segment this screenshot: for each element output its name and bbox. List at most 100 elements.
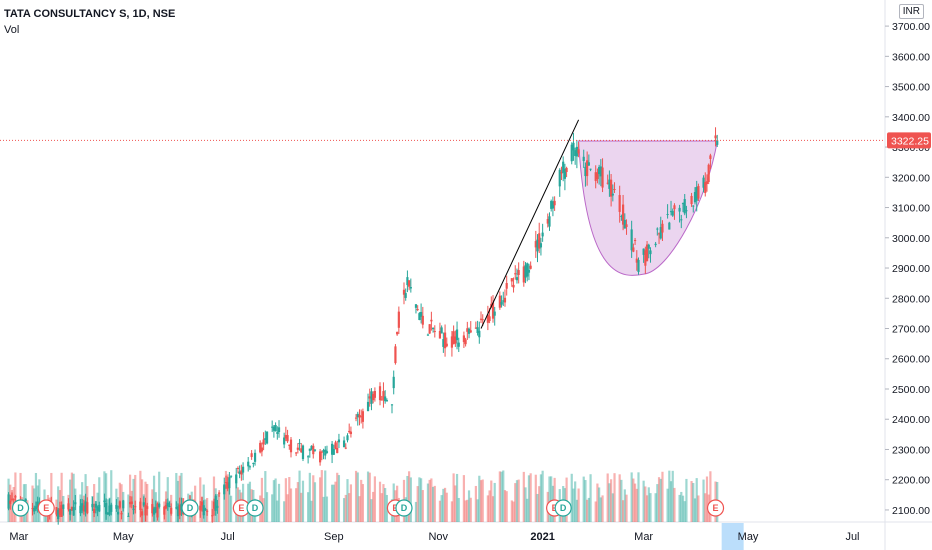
candle-body (180, 503, 183, 511)
volume-bar (493, 482, 496, 522)
candle-body (360, 416, 363, 418)
candle-body (649, 250, 652, 255)
candle-body (502, 300, 505, 302)
volume-bar (539, 474, 543, 522)
volume-bar (455, 473, 459, 522)
volume-bar (464, 500, 467, 522)
volume-bar (635, 488, 638, 522)
candle-body (72, 507, 75, 516)
candle-body (517, 270, 520, 275)
candle-body (575, 146, 578, 157)
volume-bar (320, 470, 323, 522)
volume-bar (514, 483, 517, 522)
volume-bar (469, 497, 472, 522)
time-axis[interactable]: Mar May Jul Sep Nov 2021 Mar May Jul (9, 531, 859, 543)
candle-body (130, 501, 133, 504)
candle-body (212, 501, 216, 509)
volume-bar (235, 474, 238, 522)
volume-bar (610, 479, 613, 522)
volume-bar (575, 499, 578, 522)
candle-body (330, 443, 334, 455)
candle-body (332, 448, 335, 455)
event-label: D (560, 503, 567, 513)
volume-bar (666, 488, 669, 522)
candle-body (562, 161, 565, 173)
candle-body (342, 440, 346, 448)
candle-body (62, 504, 65, 509)
volume-bar (644, 486, 647, 522)
y-tick-label: 2100.00 (892, 505, 930, 517)
candle-body (586, 160, 589, 177)
candle-body (223, 484, 226, 495)
volume-bars (7, 470, 719, 522)
candle-body (620, 216, 623, 218)
volume-bar (476, 499, 479, 522)
candle-body (98, 504, 101, 512)
candle-body (146, 506, 149, 509)
candle-body (541, 232, 544, 237)
volume-bar (60, 472, 63, 522)
symbol-title[interactable]: TATA CONSULTANCY S, 1D, NSE (4, 8, 176, 20)
candle-body (216, 505, 219, 508)
volume-bar (349, 484, 353, 522)
volume-bar (310, 500, 313, 522)
candle-body (565, 167, 568, 172)
candle-body (426, 334, 430, 336)
volume-bar (289, 488, 293, 522)
volume-bar (586, 499, 589, 522)
candle-body (139, 501, 142, 510)
candle-body (527, 269, 531, 273)
candle-body (144, 504, 147, 516)
candle-body (486, 314, 489, 323)
volume-bar (599, 497, 602, 522)
candle-body (454, 336, 457, 344)
candle-body (310, 445, 313, 449)
volume-bar (541, 470, 544, 522)
volume-bar (319, 477, 322, 522)
candle-body (296, 447, 299, 450)
price-axis[interactable]: 2100.00 2200.00 2300.00 2400.00 2500.00 2600.… (885, 21, 930, 517)
candle-body (621, 204, 625, 225)
volume-bar (224, 470, 228, 522)
candle-body (128, 501, 132, 505)
volume-bar (645, 495, 649, 522)
y-tick-label: 2400.00 (892, 414, 930, 426)
candle-body (260, 447, 264, 452)
volume-bar (370, 499, 373, 522)
volume-bar (276, 500, 279, 522)
volume-bar (337, 475, 341, 522)
volume-bar (443, 487, 447, 522)
candle-body (714, 135, 717, 139)
y-tick-label: 3500.00 (892, 82, 930, 94)
y-tick-label: 3700.00 (892, 21, 930, 33)
event-markers[interactable]: DEDEDEDEDE (11, 499, 725, 517)
volume-bar (584, 480, 587, 522)
volume-bar (498, 471, 501, 522)
volume-bar (637, 472, 640, 522)
currency-badge[interactable]: INR (898, 4, 924, 19)
candles (7, 127, 719, 525)
candle-body (206, 510, 209, 512)
candle-body (307, 456, 310, 458)
y-tick-label: 3000.00 (892, 233, 930, 245)
volume-label[interactable]: Vol (4, 24, 20, 36)
candle-body (467, 328, 471, 334)
candle-body (334, 442, 337, 449)
candle-body (666, 214, 669, 216)
candle-body (127, 515, 130, 517)
candle-body (642, 248, 645, 255)
candle-body (462, 335, 465, 343)
candle-body (122, 500, 125, 509)
price-badge: 3322.25 (887, 132, 931, 149)
candle-body (24, 498, 27, 502)
candle-body (618, 195, 621, 212)
candle-body (704, 182, 707, 194)
candle-body (702, 177, 705, 188)
candle-body (637, 259, 640, 272)
candle-body (84, 501, 87, 512)
volume-bar (647, 487, 650, 522)
candle-body (546, 219, 549, 224)
candle-body (695, 186, 698, 201)
volume-bar (176, 480, 180, 522)
